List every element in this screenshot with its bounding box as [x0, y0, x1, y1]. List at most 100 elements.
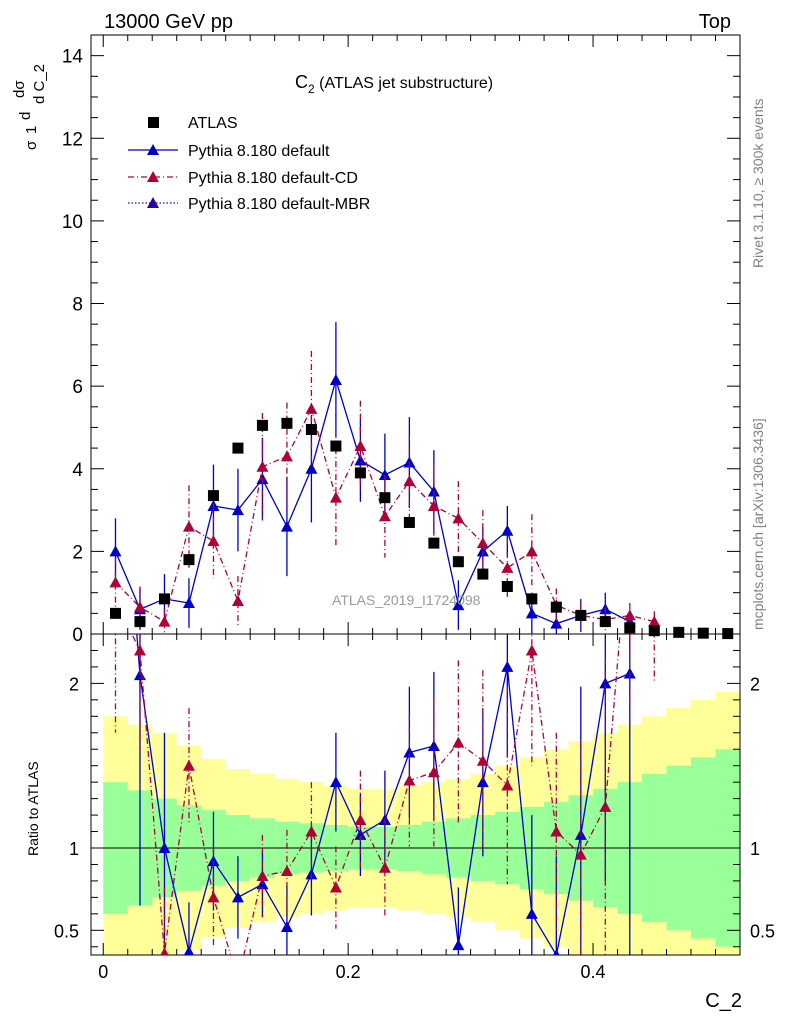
series-point — [452, 512, 465, 524]
ratio-point — [403, 746, 416, 758]
atlas-point — [403, 516, 415, 528]
title-rest: (ATLAS jet substructure) — [315, 75, 493, 92]
main-y-tick-label: 14 — [62, 47, 84, 68]
ratio-point — [305, 825, 318, 837]
ratio-point — [231, 891, 244, 903]
mcplots-label: mcplots.cern.ch [arXiv:1306.3436] — [750, 418, 766, 630]
main-y-tick-label: 6 — [72, 377, 83, 398]
atlas-point — [452, 556, 464, 568]
atlas-point — [722, 628, 734, 640]
header-left: 13000 GeV pp — [104, 11, 233, 33]
legend-label-atlas: ATLAS — [188, 115, 238, 132]
ratio-y-tick-label-right: 0.5 — [750, 921, 775, 941]
series-point — [525, 607, 538, 619]
title-main: C — [295, 72, 308, 92]
atlas-point — [526, 593, 538, 605]
main-y-tick-label: 2 — [72, 542, 83, 563]
series-point — [427, 499, 440, 511]
ratio-point — [109, 348, 121, 359]
atlas-point — [183, 554, 195, 566]
series-line — [114, 377, 631, 625]
x-tick-label: 0 — [98, 962, 108, 982]
series-point — [231, 594, 244, 606]
ratio-point — [427, 739, 440, 751]
atlas-point — [673, 626, 685, 638]
ratio-point — [354, 814, 367, 826]
atlas-point — [109, 607, 121, 619]
atlas-data-points — [109, 417, 734, 640]
atlas-point — [232, 442, 244, 454]
ratio-line — [136, 634, 631, 955]
ratio-y-tick-label: 0.5 — [54, 921, 79, 941]
ylabel-part-5: d C_2 — [31, 64, 48, 104]
ratio-point — [329, 881, 342, 893]
main-y-axis-label: 1 σ d dσ d C_2 — [11, 64, 48, 150]
series-point — [305, 462, 318, 474]
ratio-point — [183, 945, 195, 955]
series-point — [158, 615, 171, 627]
ratio-point — [378, 861, 391, 873]
main-y-tick-label: 4 — [72, 460, 83, 481]
atlas-point — [330, 440, 342, 452]
series-point — [525, 545, 538, 557]
ratio-point — [525, 907, 538, 919]
ratio-y-tick-label: 1 — [69, 839, 79, 859]
series-point — [329, 491, 342, 503]
atlas-point — [624, 622, 636, 634]
series-point — [109, 545, 122, 557]
ratio-point — [403, 774, 416, 786]
rivet-label: Rivet 3.1.10, ≥ 300k events — [750, 98, 766, 268]
ratio-point — [280, 921, 293, 933]
ylabel-part-4: dσ — [11, 80, 28, 98]
ratio-y-tick-label: 2 — [69, 674, 79, 694]
atlas-point — [305, 424, 317, 436]
x-tick-label: 0.4 — [581, 962, 606, 982]
atlas-point — [648, 625, 660, 637]
frames — [90, 34, 741, 956]
mc-series — [109, 322, 661, 985]
series-cd-ratio — [114, 430, 660, 985]
series-point — [476, 537, 489, 549]
series-point — [378, 510, 391, 522]
atlas-point — [354, 467, 366, 479]
ratio-point — [452, 939, 465, 951]
series-cd-main — [109, 351, 661, 634]
main-y-tick-label: 12 — [62, 129, 83, 150]
atlas-point — [697, 627, 709, 639]
ratio-point — [476, 776, 489, 788]
series-point — [354, 454, 367, 466]
series-point — [403, 475, 416, 487]
series-point — [501, 561, 514, 573]
series-point — [623, 609, 636, 621]
ratio-point — [232, 974, 244, 985]
legend-marker-default — [147, 144, 159, 155]
ratio-point — [280, 865, 293, 877]
ratio-point — [648, 430, 660, 441]
series-point — [182, 520, 195, 532]
legend-marker-mbr — [147, 197, 159, 208]
ratio-point — [599, 677, 612, 689]
ratio-point — [329, 776, 342, 788]
ratio-y-tick-label-right: 1 — [750, 839, 760, 859]
atlas-point — [281, 417, 293, 429]
atlas-point — [575, 609, 587, 621]
ylabel-part-1: 1 — [23, 126, 40, 134]
legend: ATLAS Pythia 8.180 default Pythia 8.180 … — [128, 115, 370, 213]
series-point — [550, 617, 563, 629]
atlas-point — [379, 492, 391, 504]
series-default-main — [109, 322, 636, 634]
ratio-point — [525, 644, 538, 656]
series-point — [354, 440, 367, 452]
title-sub: 2 — [308, 82, 315, 96]
main-y-tick-label: 0 — [72, 625, 83, 646]
series-point — [280, 450, 293, 462]
atlas-point — [501, 580, 513, 592]
legend-label-mbr: Pythia 8.180 default-MBR — [188, 196, 370, 213]
ratio-point — [133, 644, 146, 656]
atlas-point — [599, 616, 611, 628]
ratio-point — [553, 949, 560, 955]
analysis-watermark: ATLAS_2019_I1724098 — [332, 592, 481, 608]
ratio-plot-frame — [90, 633, 741, 956]
